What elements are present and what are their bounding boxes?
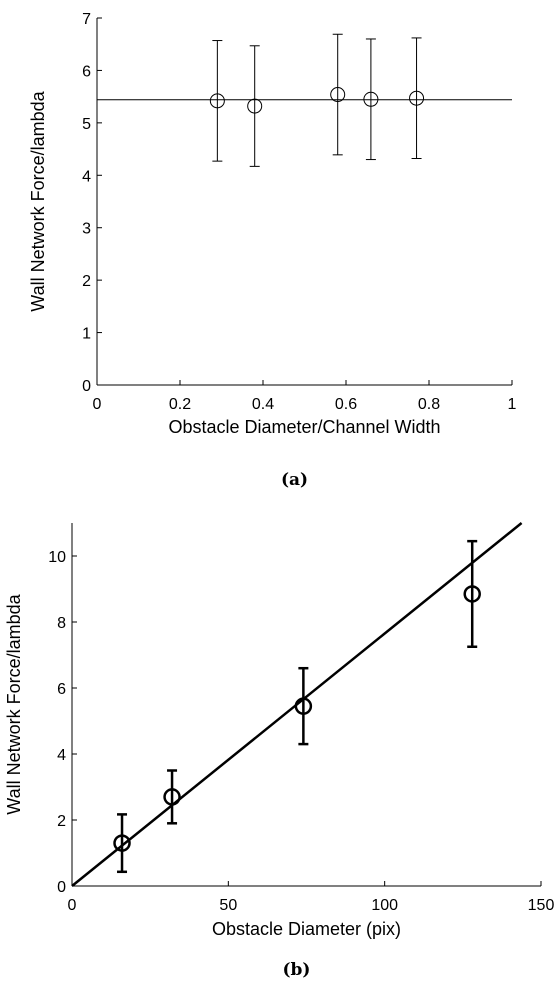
x-tick-label: 0.2 [169, 396, 191, 413]
data-point [113, 834, 131, 852]
x-tick-label: 0 [93, 396, 102, 413]
y-tick-label: 4 [57, 747, 66, 764]
data-point [209, 93, 225, 109]
x-tick-label: 0.6 [335, 396, 357, 413]
data-point [363, 91, 379, 107]
data-point [409, 90, 425, 106]
y-tick-label: 6 [57, 681, 66, 698]
x-tick-label: 1 [508, 396, 517, 413]
y-axis-label: Wall Network Force/lambda [28, 90, 48, 311]
y-tick-label: 5 [82, 116, 91, 133]
chart-b: 0 50 100 150 0 2 4 6 8 10 Obstacle Diameter (pix) W… [4, 522, 555, 980]
y-tick-label: 4 [82, 168, 91, 185]
y-tick-label: 3 [82, 221, 91, 238]
y-tick-label: 7 [82, 11, 91, 28]
data-point [163, 788, 181, 806]
figure-caption: (a) [281, 470, 308, 490]
data-point [294, 697, 313, 715]
x-tick-label: 0.8 [418, 396, 440, 413]
data-point [330, 87, 346, 103]
y-tick-label: 0 [82, 378, 91, 395]
y-axis-label: Wall Network Force/lambda [4, 593, 24, 814]
x-tick-label: 100 [371, 897, 398, 914]
x-tick-label: 0 [68, 897, 77, 914]
y-tick-label: 2 [82, 273, 91, 290]
y-tick-label: 0 [57, 879, 66, 896]
x-axis-label: Obstacle Diameter (pix) [212, 919, 401, 939]
y-tick-label: 6 [82, 63, 91, 80]
y-tick-label: 10 [48, 549, 66, 566]
data-point [463, 585, 481, 603]
chart-a: 0 0.2 0.4 0.6 0.8 1 0 1 2 3 4 5 6 7 Obstacle Diameter/… [28, 11, 517, 490]
x-tick-label: 50 [219, 897, 237, 914]
y-tick-label: 8 [57, 615, 66, 632]
y-tick-label: 1 [82, 326, 91, 343]
x-tick-label: 0.4 [252, 396, 274, 413]
x-axis-label: Obstacle Diameter/Channel Width [168, 417, 440, 437]
x-tick-label: 150 [528, 897, 555, 914]
data-point [247, 98, 263, 114]
y-tick-label: 2 [57, 813, 66, 830]
figure-caption: (b) [283, 960, 311, 980]
